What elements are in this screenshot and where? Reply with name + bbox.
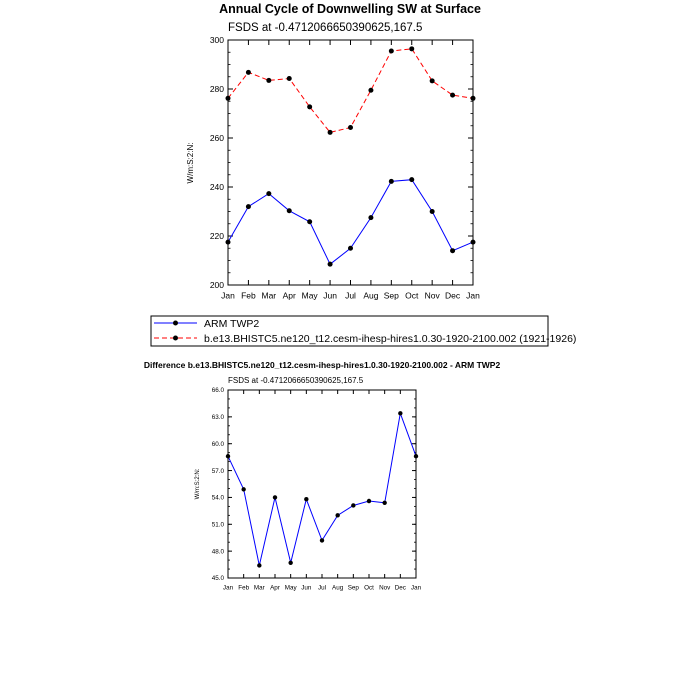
x-tick-label: Nov [379, 584, 391, 591]
annual-cycle-chart: Annual Cycle of Downwelling SW at Surfac… [186, 2, 481, 301]
chart-subtitle: FSDS at -0.4712066650390625,167.5 [228, 376, 364, 385]
x-tick-label: Feb [238, 584, 249, 591]
data-point [409, 46, 415, 52]
y-tick-label: 48.0 [212, 548, 225, 555]
x-tick-label: Aug [363, 291, 378, 301]
x-tick-label: Jan [223, 584, 234, 591]
data-point [429, 78, 435, 84]
data-point [368, 215, 374, 221]
data-point [241, 487, 246, 492]
data-point [335, 513, 340, 518]
data-point [225, 454, 231, 459]
y-tick-label: 260 [210, 133, 224, 143]
data-point [327, 129, 333, 135]
data-point [388, 178, 394, 184]
y-tick-label: 300 [210, 35, 224, 45]
legend-box [150, 315, 549, 347]
data-point [388, 48, 394, 54]
x-tick-label: Jun [301, 584, 312, 591]
difference-chart: Difference b.e13.BHISTC5.ne120_t12.cesm-… [144, 360, 501, 591]
data-point [266, 77, 272, 83]
data-point [382, 500, 387, 505]
data-point [413, 454, 419, 459]
legend-label-model: b.e13.BHISTC5.ne120_t12.cesm-ihesp-hires… [204, 333, 576, 345]
x-tick-label: Mar [254, 584, 265, 591]
data-point [225, 239, 231, 245]
x-tick-label: Dec [395, 584, 406, 591]
data-point [245, 69, 251, 75]
data-point [409, 177, 415, 183]
x-tick-label: Jul [318, 584, 326, 591]
data-point [307, 104, 313, 110]
data-point [470, 239, 476, 245]
data-point [319, 538, 325, 543]
series-line-0 [227, 411, 417, 566]
data-point [351, 503, 356, 508]
data-point [429, 209, 435, 214]
data-point [304, 497, 309, 502]
x-tick-label: Mar [262, 291, 277, 301]
legend: ARM TWP2 b.e13.BHISTC5.ne120_t12.cesm-ih… [150, 315, 576, 347]
legend-marker-model [173, 335, 178, 341]
data-point [327, 261, 333, 267]
x-tick-label: Oct [405, 291, 419, 301]
chart-subtitle: FSDS at -0.4712066650390625,167.5 [228, 22, 422, 34]
x-tick-label: May [302, 291, 319, 301]
x-tick-label: Sep [384, 291, 399, 301]
x-tick-label: May [285, 584, 298, 591]
x-tick-label: Feb [241, 291, 256, 301]
x-tick-label: Jan [221, 291, 235, 301]
x-tick-label: Jul [345, 291, 356, 301]
data-point [266, 191, 272, 197]
y-tick-label: 60.0 [212, 441, 225, 448]
x-tick-label: Jan [411, 584, 422, 591]
data-point [348, 124, 353, 130]
data-point [286, 208, 292, 214]
data-point [288, 560, 293, 565]
x-tick-label: Jun [323, 291, 337, 301]
data-point [348, 245, 353, 251]
chart-title: Annual Cycle of Downwelling SW at Surfac… [219, 2, 481, 16]
y-tick-label: 51.0 [212, 521, 225, 528]
x-tick-label: Oct [364, 584, 374, 591]
data-point [366, 498, 372, 504]
data-point [257, 563, 262, 568]
y-axis-label: W/m:S:2:N: [195, 468, 201, 499]
data-point [272, 495, 278, 500]
legend-label-obs: ARM TWP2 [204, 318, 259, 330]
x-tick-label: Jan [466, 291, 480, 301]
y-axis-label: W/m:S:2:N: [186, 143, 195, 184]
y-tick-label: 240 [210, 182, 224, 192]
data-point [470, 95, 476, 101]
series-line-0 [227, 179, 474, 265]
x-tick-label: Apr [270, 584, 280, 591]
data-point [225, 95, 231, 101]
y-tick-label: 280 [210, 84, 224, 94]
y-tick-label: 66.0 [212, 387, 225, 394]
data-point [286, 75, 292, 81]
chart-title: Difference b.e13.BHISTC5.ne120_t12.cesm-… [144, 360, 501, 370]
data-point [368, 87, 374, 93]
data-point [245, 204, 251, 210]
data-point [450, 92, 456, 98]
series-line-1 [227, 48, 474, 133]
data-point [450, 248, 456, 254]
y-tick-label: 45.0 [212, 575, 225, 582]
y-tick-label: 54.0 [212, 495, 225, 502]
x-tick-label: Nov [425, 291, 441, 301]
x-tick-label: Aug [332, 584, 344, 591]
y-tick-label: 57.0 [212, 468, 225, 475]
legend-marker-obs [173, 320, 178, 326]
x-tick-label: Sep [348, 584, 360, 591]
x-tick-label: Dec [445, 291, 461, 301]
data-point [307, 219, 313, 225]
y-tick-label: 200 [210, 280, 224, 290]
y-tick-label: 220 [210, 231, 224, 241]
x-tick-label: Apr [283, 291, 296, 301]
y-tick-label: 63.0 [212, 414, 225, 421]
data-point [398, 411, 403, 416]
